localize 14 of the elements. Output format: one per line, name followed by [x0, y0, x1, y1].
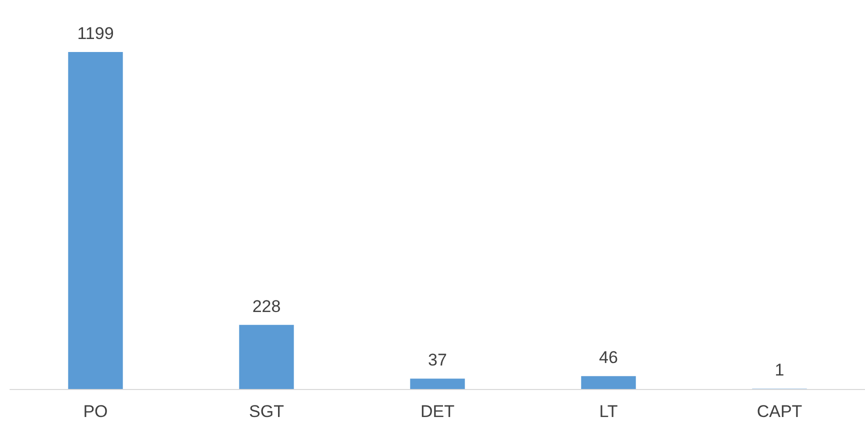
- bar: [68, 52, 123, 389]
- data-label: 46: [599, 348, 618, 368]
- data-label: 1199: [77, 24, 114, 43]
- data-label: 37: [428, 350, 447, 370]
- x-tick-label: PO: [83, 402, 108, 421]
- x-tick-label: LT: [599, 402, 618, 421]
- bar: [581, 376, 636, 389]
- bar: [239, 324, 294, 389]
- bar: [410, 378, 465, 389]
- x-tick-label: CAPT: [756, 402, 802, 421]
- data-label: 1: [774, 360, 784, 380]
- x-tick-label: DET: [420, 402, 454, 421]
- x-tick-label: SGT: [249, 402, 284, 421]
- data-label: 228: [252, 296, 281, 316]
